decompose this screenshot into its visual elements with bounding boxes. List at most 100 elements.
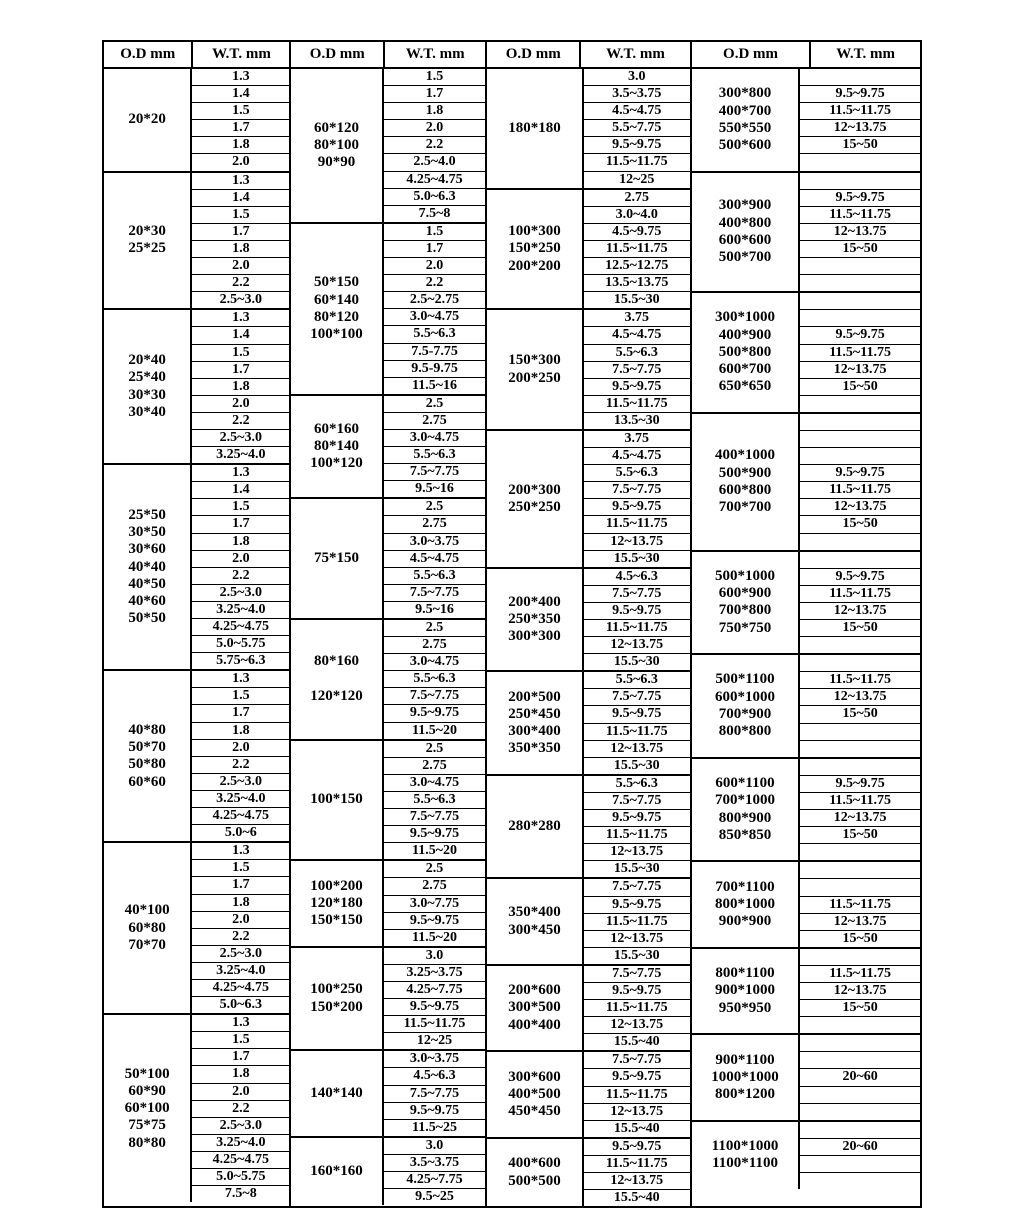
wt-block: 4.5~6.37.5~7.759.5~9.7511.5~11.7512~13.7… — [583, 568, 690, 672]
od-value: 25*25 — [104, 240, 190, 257]
cell-value: 1.3 — [192, 69, 289, 86]
cell-value: 9.5~9.75 — [800, 776, 920, 793]
cell-value — [800, 1017, 920, 1033]
cell-value — [800, 310, 920, 327]
cell-value: 5.5~6.3 — [584, 776, 690, 793]
od-value: 1100*1000 — [692, 1138, 798, 1155]
wt-block: 2.52.753.0~4.755.5~6.37.5~7.759.5~16 — [383, 395, 486, 499]
od-block: 700*1100800*1000900*900 — [692, 861, 799, 947]
od-block: 20*4025*4030*3030*40 — [104, 309, 191, 464]
od-value: 120*180 — [291, 895, 381, 912]
cell-value: 15.5~40 — [584, 1121, 690, 1137]
cell-value: 5.75~6.3 — [192, 653, 289, 669]
cell-value: 1.3 — [192, 1015, 289, 1032]
cell-value: 9.5~9.75 — [584, 137, 690, 154]
od-block: 40*10060*8070*70 — [104, 842, 191, 1014]
cell-value: 5.5~6.3 — [384, 568, 486, 585]
od-value: 40*100 — [104, 902, 190, 919]
cell-value: 3.5~3.75 — [584, 86, 690, 103]
cell-value: 11.5~11.75 — [584, 1156, 690, 1173]
cell-value: 11.5~11.75 — [584, 516, 690, 533]
cell-value: 1.5 — [192, 103, 289, 120]
wt-block: 1.51.72.02.22.5~2.753.0~4.755.5~6.37.5-7… — [383, 223, 486, 395]
cell-value: 2.5 — [384, 499, 486, 516]
od-value: 250*250 — [487, 499, 581, 516]
cell-value: 1.5 — [384, 69, 486, 86]
cell-value: 9.5~9.75 — [800, 190, 920, 207]
cell-value: 15~50 — [800, 137, 920, 154]
column-group-1: 20*201.31.41.51.71.82.020*3025*251.31.41… — [103, 68, 290, 1207]
od-value: 200*400 — [487, 594, 581, 611]
cell-value: 7.5~7.75 — [584, 1052, 690, 1069]
od-value: 60*60 — [104, 774, 190, 791]
cell-value: 1.3 — [192, 173, 289, 190]
cell-value: 12~13.75 — [800, 499, 920, 516]
od-block: 25*5030*5030*6040*4040*5040*6050*50 — [104, 464, 191, 670]
cell-value: 15.5~30 — [584, 861, 690, 877]
cell-value: 2.2 — [192, 568, 289, 585]
cell-value: 3.0 — [384, 1138, 486, 1155]
od-value: 150*200 — [291, 999, 381, 1016]
cell-value: 12~13.75 — [800, 810, 920, 827]
cell-value: 1.5 — [192, 207, 289, 224]
header-wt-1: W.T. mm — [192, 41, 290, 68]
od-value: 650*650 — [692, 378, 798, 395]
od-value: 500*800 — [692, 344, 798, 361]
cell-value: 2.0 — [192, 912, 289, 929]
cell-value: 1.8 — [192, 723, 289, 740]
od-value: 600*1000 — [692, 689, 798, 706]
od-block: 100*200120*180150*150 — [291, 860, 382, 946]
cell-value: 11.5~11.75 — [800, 966, 920, 983]
wt-block: 3.754.5~4.755.5~6.37.5~7.759.5~9.7511.5~… — [583, 430, 690, 568]
wt-block: 1.51.71.82.02.22.5~4.04.25~4.755.0~6.37.… — [383, 69, 486, 223]
cell-value: 7.5~7.75 — [384, 585, 486, 602]
cell-value: 7.5~7.75 — [584, 793, 690, 810]
cell-value: 1.5 — [192, 499, 289, 516]
cell-value: 12~13.75 — [800, 224, 920, 241]
header-od-2: O.D mm — [290, 41, 384, 68]
cell-value: 11.5~11.75 — [584, 396, 690, 413]
od-value: 300*1000 — [692, 309, 798, 326]
cell-value: 12~13.75 — [800, 983, 920, 1000]
od-value: 40*60 — [104, 593, 190, 610]
od-value: 350*350 — [487, 740, 581, 757]
od-block: 300*900400*800600*600500*700 — [692, 172, 799, 293]
cell-value: 2.0 — [192, 258, 289, 275]
cell-value: 2.5~3.0 — [192, 430, 289, 447]
od-value: 40*80 — [104, 722, 190, 739]
cell-value: 12~13.75 — [584, 741, 690, 758]
od-value: 800*1000 — [692, 896, 798, 913]
od-value: 600*800 — [692, 482, 798, 499]
cell-value — [800, 414, 920, 431]
wt-block: 1.31.41.51.71.82.02.22.5~3.03.25~4.0 — [191, 309, 289, 464]
cell-value — [800, 637, 920, 653]
cell-value: 7.5~7.75 — [384, 464, 486, 481]
cell-value: 15~50 — [800, 379, 920, 396]
cell-value: 3.25~4.0 — [192, 602, 289, 619]
od-value: 80*80 — [104, 1135, 190, 1152]
od-value: 950*950 — [692, 1000, 798, 1017]
cell-value: 2.75 — [384, 516, 486, 533]
cell-value: 1.7 — [192, 120, 289, 137]
cell-value: 7.5-7.75 — [384, 344, 486, 361]
wt-block: 2.52.753.0~4.755.5~6.37.5~7.759.5~9.7511… — [383, 619, 486, 740]
table-header-row: O.D mm W.T. mm O.D mm W.T. mm O.D mm W.T… — [103, 41, 921, 68]
cell-value: 2.75 — [384, 413, 486, 430]
cell-value: 3.75 — [584, 310, 690, 327]
cell-value: 1.8 — [192, 241, 289, 258]
od-value: 600*1100 — [692, 775, 798, 792]
cell-value: 1.3 — [192, 843, 289, 860]
cell-value: 5.0~6.3 — [384, 189, 486, 206]
od-block: 75*150 — [291, 498, 382, 619]
cell-value: 11.5~11.75 — [800, 207, 920, 224]
cell-value: 11.5~11.75 — [800, 103, 920, 120]
od-block: 350*400300*450 — [487, 878, 582, 964]
cell-value: 4.5~4.75 — [584, 103, 690, 120]
od-block: 200*500250*450300*400350*350 — [487, 671, 582, 775]
cell-value: 15.5~40 — [584, 1034, 690, 1050]
cell-value — [800, 275, 920, 291]
cell-value: 15~50 — [800, 706, 920, 723]
od-value: 850*850 — [692, 827, 798, 844]
od-block: 500*1000600*900700*800750*750 — [692, 551, 799, 655]
wt-block: 3.03.25~3.754.25~7.759.5~9.7511.5~11.751… — [383, 947, 486, 1051]
